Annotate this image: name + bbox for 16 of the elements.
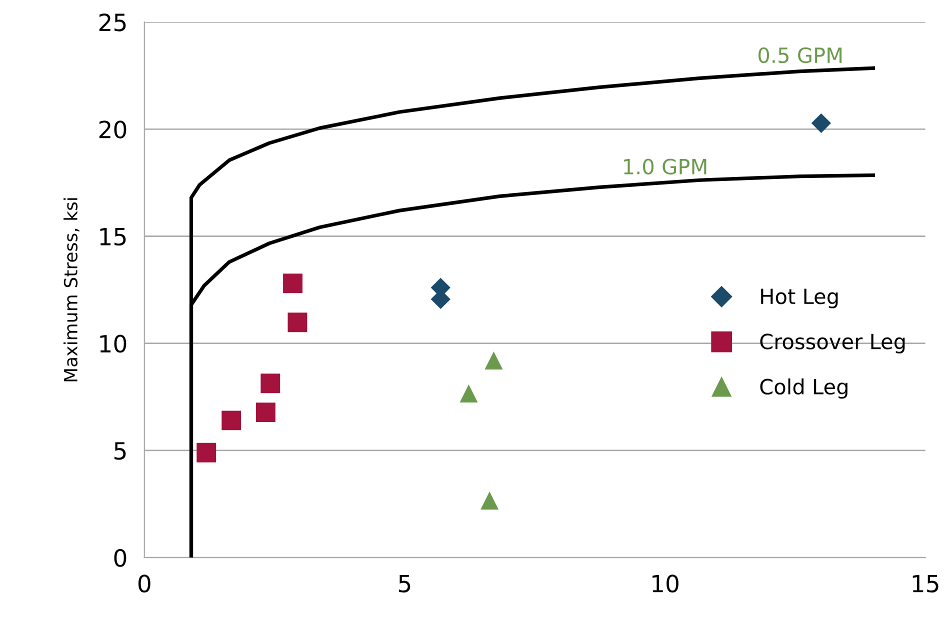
x-tick-label: 10 xyxy=(652,574,678,592)
y-tick-label: 25 xyxy=(99,13,126,32)
y-tick-label: 10 xyxy=(100,334,126,353)
legend-label: Crossover Leg xyxy=(760,334,905,354)
annotation: 1.0 GPM xyxy=(624,158,706,174)
x-tick-label: 15 xyxy=(912,574,938,592)
y-axis-title: Maximum Stress, ksi xyxy=(64,198,80,382)
legend-label: Hot Leg xyxy=(761,288,838,308)
y-tick-label: 0 xyxy=(114,548,126,567)
annotation: 0.5 GPM xyxy=(758,47,842,64)
y-tick-label: 20 xyxy=(99,120,126,138)
y-tick-label: 5 xyxy=(114,442,126,460)
x-tick-label: 0 xyxy=(138,574,150,592)
legend-label: Cold Leg xyxy=(760,378,848,399)
x-tick-label: 5 xyxy=(399,574,410,592)
y-tick-label: 15 xyxy=(100,228,126,246)
